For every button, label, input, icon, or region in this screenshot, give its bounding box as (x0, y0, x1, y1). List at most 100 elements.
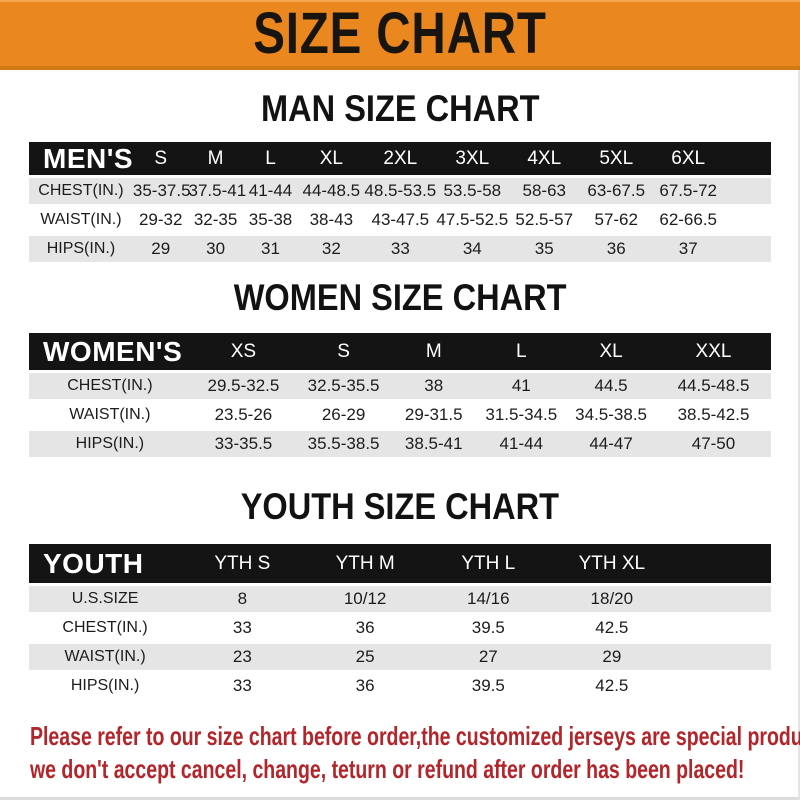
table-row: CHEST(IN.) 29.5-32.5 32.5-35.5 38 41 44.5 44.5… (29, 373, 771, 399)
size-cell: 41-44 (499, 434, 544, 453)
youth-section-title-text: YOUTH SIZE CHART (240, 486, 560, 527)
youth-section-title: YOUTH SIZE CHART (0, 460, 800, 541)
size-cell: 35-38 (248, 210, 293, 229)
size-cell: 57-62 (594, 210, 638, 229)
table-row: U.S.SIZE 8 10/12 14/16 18/20 (29, 586, 771, 612)
women-section-title-text: WOMEN SIZE CHART (233, 277, 567, 318)
table-row: HIPS(IN.) 29 30 31 32 33 34 35 36 37 (29, 236, 771, 262)
women-header-row: WOMEN'S XS S M L XL XXL (29, 333, 771, 370)
size-cell: 32-35 (193, 210, 238, 229)
filler-cell (724, 236, 771, 262)
size-cell: 44-48.5 (302, 181, 361, 200)
size-cell: 18/20 (590, 589, 634, 608)
filler-cell (724, 178, 771, 204)
size-cell: 52.5-57 (515, 210, 574, 229)
row-label: WAIST(IN.) (40, 211, 122, 228)
filler-cell (674, 586, 771, 612)
column-header: M (207, 147, 224, 169)
size-cell: 62-66.5 (659, 210, 718, 229)
women-header-label: WOMEN'S (43, 335, 183, 367)
row-label: HIPS(IN.) (75, 435, 145, 452)
size-cell: 33 (232, 618, 252, 637)
size-cell: 34 (462, 239, 482, 258)
table-row: WAIST(IN.) 23 25 27 29 (29, 644, 771, 670)
size-cell: 47.5-52.5 (436, 210, 509, 229)
filler-cell (674, 615, 771, 641)
footer-line-2: we don't accept cancel, change, teturn o… (30, 754, 745, 785)
column-header: S (154, 147, 168, 169)
women-section-title: WOMEN SIZE CHART (0, 265, 800, 330)
size-cell: 36 (355, 618, 375, 637)
size-cell: 41 (511, 376, 531, 395)
size-cell: 32.5-35.5 (307, 376, 380, 395)
size-cell: 27 (478, 647, 498, 666)
size-cell: 39.5 (471, 618, 505, 637)
size-cell: 29 (151, 239, 171, 258)
size-cell: 42.5 (595, 676, 629, 695)
size-cell: 63-67.5 (587, 181, 646, 200)
size-cell: 37 (678, 239, 698, 258)
column-header: XL (599, 340, 623, 362)
size-cell: 41-44 (248, 181, 293, 200)
row-label: WAIST(IN.) (69, 406, 151, 423)
size-cell: 48.5-53.5 (364, 181, 437, 200)
size-cell: 44.5-48.5 (677, 376, 750, 395)
table-row: WAIST(IN.) 23.5-26 26-29 29-31.5 31.5-34.5 34… (29, 402, 771, 428)
table-row: HIPS(IN.) 33 36 39.5 42.5 (29, 673, 771, 699)
column-header: S (337, 340, 350, 362)
row-label: U.S.SIZE (71, 590, 139, 607)
filler-cell (674, 673, 771, 699)
men-size-table: MEN'S S M L XL 2XL 3XL 4XL 5XL 6XL CHEST(IN.) 35-37… (29, 139, 771, 265)
table-row: CHEST(IN.) 33 36 39.5 42.5 (29, 615, 771, 641)
men-section-title: MAN SIZE CHART (0, 70, 800, 139)
filler-cell (724, 207, 771, 233)
size-cell: 26-29 (321, 405, 366, 424)
column-header: YTH S (214, 552, 271, 574)
men-header-label: MEN'S (43, 142, 134, 174)
size-cell: 47-50 (691, 434, 736, 453)
column-header: L (265, 147, 276, 169)
size-cell: 44-47 (589, 434, 633, 453)
size-chart-banner: SIZE CHART (0, 0, 800, 70)
column-header: XL (319, 147, 343, 169)
size-cell: 37.5-41 (188, 181, 247, 200)
size-cell: 33-35.5 (214, 434, 273, 453)
section-women: WOMEN SIZE CHART WOMEN'S XS S M L XL XXL CHEST(… (0, 265, 800, 460)
column-header: L (516, 340, 527, 362)
filler-cell (674, 544, 771, 583)
filler-cell (724, 142, 771, 175)
size-cell: 23.5-26 (214, 405, 273, 424)
youth-header-row: YOUTH YTH S YTH M YTH L YTH XL (29, 544, 771, 583)
row-label: CHEST(IN.) (38, 182, 124, 199)
column-header: XXL (695, 340, 732, 362)
size-cell: 44.5 (594, 376, 628, 395)
size-cell: 39.5 (471, 676, 505, 695)
youth-size-table: YOUTH YTH S YTH M YTH L YTH XL U.S.SIZE 8 10/12… (29, 541, 771, 702)
size-cell: 25 (355, 647, 375, 666)
size-cell: 29 (602, 647, 622, 666)
size-cell: 35 (534, 239, 554, 258)
size-cell: 30 (206, 239, 226, 258)
row-label: CHEST(IN.) (67, 377, 153, 394)
footer-line-1: Please refer to our size chart before or… (30, 721, 800, 751)
size-cell: 38 (424, 376, 444, 395)
size-cell: 34.5-38.5 (575, 405, 647, 424)
size-cell: 38.5-42.5 (677, 405, 750, 424)
size-cell: 32 (321, 239, 341, 258)
table-row: HIPS(IN.) 33-35.5 35.5-38.5 38.5-41 41-44 44-… (29, 431, 771, 457)
footer-note: Please refer to our size chart before or… (30, 720, 800, 787)
row-label: HIPS(IN.) (46, 240, 116, 257)
women-size-table: WOMEN'S XS S M L XL XXL CHEST(IN.) 29.5-32.5 32.5… (29, 330, 771, 460)
column-header: XS (230, 340, 257, 362)
column-header: YTH L (461, 552, 516, 574)
column-header: YTH M (335, 552, 395, 574)
size-cell: 29.5-32.5 (207, 376, 280, 395)
size-cell: 53.5-58 (443, 181, 502, 200)
column-header: 5XL (599, 147, 634, 169)
size-cell: 36 (355, 676, 375, 695)
banner-title: SIZE CHART (253, 1, 547, 66)
size-cell: 29-31.5 (404, 405, 463, 424)
section-youth: YOUTH SIZE CHART YOUTH YTH S YTH M YTH L YTH… (0, 460, 800, 702)
size-cell: 14/16 (467, 589, 510, 608)
